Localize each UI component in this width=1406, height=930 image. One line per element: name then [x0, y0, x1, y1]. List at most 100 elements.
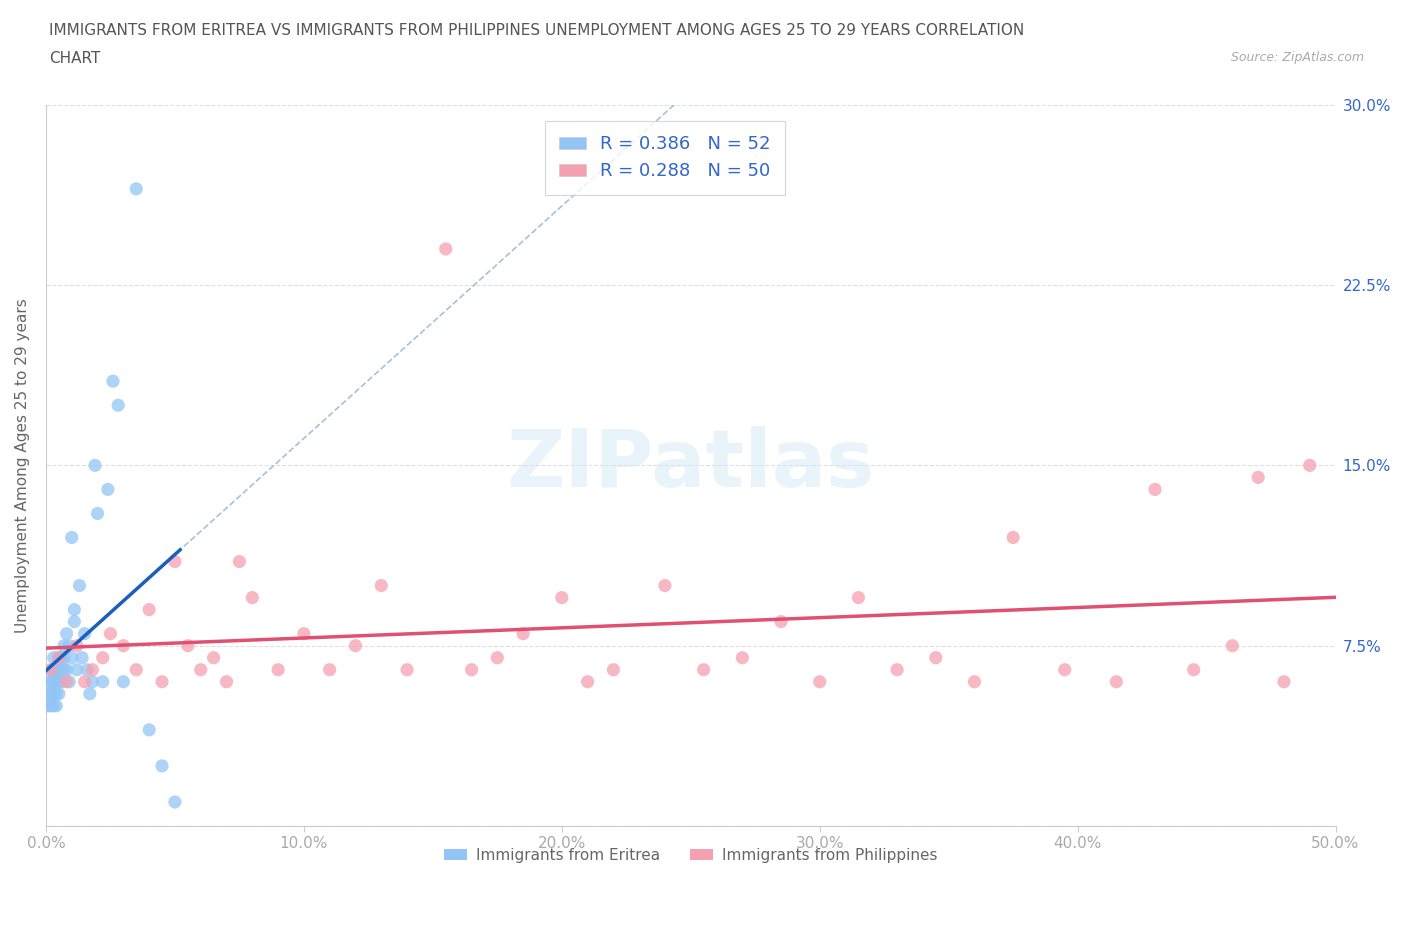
Point [42, 686, 65, 701]
Point [1143, 482, 1166, 497]
Point [654, 578, 676, 593]
Point [1053, 662, 1076, 677]
Point [86, 506, 108, 521]
Point [1002, 530, 1025, 545]
Point [370, 578, 392, 593]
Point [39, 662, 62, 677]
Point [1182, 662, 1205, 677]
Point [770, 614, 793, 629]
Point [125, 181, 148, 196]
Point [48, 650, 70, 665]
Point [69, 578, 91, 593]
Point [82, 674, 104, 689]
Point [58, 638, 80, 653]
Point [486, 650, 509, 665]
Point [100, 626, 122, 641]
Point [70, 650, 93, 665]
Point [101, 374, 124, 389]
Point [38, 674, 60, 689]
Point [53, 662, 76, 677]
Point [48, 662, 70, 677]
Point [55, 662, 77, 677]
Point [1105, 674, 1128, 689]
Point [79, 686, 101, 701]
Point [112, 638, 135, 653]
Point [138, 723, 160, 737]
Point [39, 674, 62, 689]
Point [60, 650, 83, 665]
Point [886, 662, 908, 677]
Point [42, 674, 65, 689]
Point [240, 591, 263, 605]
Point [73, 674, 96, 689]
Point [58, 674, 80, 689]
Point [267, 662, 290, 677]
Point [38, 686, 60, 701]
Point [53, 650, 76, 665]
Point [396, 662, 419, 677]
Point [177, 638, 200, 653]
Text: IMMIGRANTS FROM ERITREA VS IMMIGRANTS FROM PHILIPPINES UNEMPLOYMENT AMONG AGES 2: IMMIGRANTS FROM ERITREA VS IMMIGRANTS FR… [49, 23, 1025, 38]
Point [215, 674, 238, 689]
Point [318, 662, 340, 677]
Point [551, 591, 574, 605]
Point [1299, 458, 1322, 472]
Point [48, 686, 70, 701]
Point [39, 662, 62, 677]
Point [150, 674, 173, 689]
Point [66, 638, 89, 653]
Point [45, 662, 67, 677]
Point [808, 674, 831, 689]
Point [76, 662, 98, 677]
Point [42, 662, 65, 677]
Point [63, 614, 86, 629]
Point [848, 591, 870, 605]
Point [97, 482, 120, 497]
Point [66, 662, 89, 677]
Point [292, 626, 315, 641]
Point [39, 698, 62, 713]
Point [125, 662, 148, 677]
Point [163, 554, 186, 569]
Point [1272, 674, 1295, 689]
Point [45, 686, 67, 701]
Point [150, 759, 173, 774]
Point [963, 674, 986, 689]
Point [190, 662, 212, 677]
Point [163, 794, 186, 809]
Point [925, 650, 948, 665]
Point [42, 698, 65, 713]
Point [1222, 638, 1244, 653]
Point [45, 698, 67, 713]
Point [45, 674, 67, 689]
Point [460, 662, 482, 677]
Point [53, 638, 76, 653]
Point [202, 650, 225, 665]
Point [48, 650, 70, 665]
Point [107, 398, 129, 413]
Point [434, 242, 457, 257]
Point [731, 650, 754, 665]
Text: Source: ZipAtlas.com: Source: ZipAtlas.com [1230, 51, 1364, 64]
Point [51, 662, 73, 677]
Point [38, 698, 60, 713]
Point [228, 554, 250, 569]
Point [51, 650, 73, 665]
Point [112, 674, 135, 689]
Point [512, 626, 534, 641]
Point [48, 674, 70, 689]
Point [51, 674, 73, 689]
Point [60, 530, 83, 545]
Point [63, 603, 86, 618]
Point [138, 603, 160, 618]
Point [602, 662, 624, 677]
Point [84, 458, 107, 472]
Point [39, 686, 62, 701]
Text: ZIPatlas: ZIPatlas [506, 426, 875, 504]
Point [576, 674, 599, 689]
Point [692, 662, 714, 677]
Text: CHART: CHART [49, 51, 101, 66]
Legend: Immigrants from Eritrea, Immigrants from Philippines: Immigrants from Eritrea, Immigrants from… [437, 842, 943, 869]
Point [91, 674, 114, 689]
Point [1247, 470, 1270, 485]
